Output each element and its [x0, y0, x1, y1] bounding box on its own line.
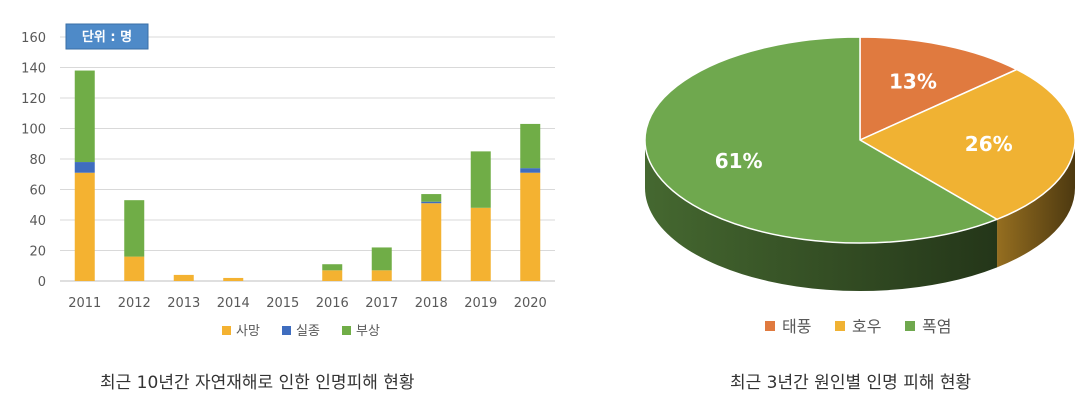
legend-label: 실종 [296, 324, 320, 339]
unit-badge: 단위 : 명 [65, 23, 149, 50]
y-tick-label: 0 [38, 275, 46, 290]
bar-segment [74, 162, 95, 173]
x-tick-label: 2017 [365, 296, 398, 311]
bar-segment [421, 203, 442, 281]
x-tick-label: 2015 [266, 296, 299, 311]
bar-segment [322, 264, 343, 271]
legend-label: 부상 [356, 324, 380, 339]
legend-label: 호우 [852, 317, 881, 336]
unit-badge-text: 단위 : 명 [82, 29, 132, 45]
bar-segment [520, 123, 541, 169]
x-tick-label: 2013 [167, 296, 200, 311]
pie-side-wall [645, 140, 998, 291]
pie-side-wall [997, 140, 1075, 268]
bar-segment [371, 247, 392, 271]
legend-swatch [835, 321, 845, 331]
bar-segment [520, 168, 541, 173]
x-tick-label: 2012 [118, 296, 151, 311]
pie-slice [859, 36, 1018, 141]
bar-segment [470, 151, 491, 208]
pie-chart-caption: 최근 3년간 원인별 인명 피해 현황 [730, 373, 972, 393]
y-tick-label: 40 [29, 214, 46, 229]
bar-segment [173, 274, 194, 281]
bar-segment [322, 270, 343, 281]
unit-badge-box [65, 23, 149, 50]
bar-segment [470, 207, 491, 281]
y-tick-label: 140 [21, 62, 46, 77]
y-tick-label: 100 [21, 123, 46, 138]
y-tick-label: 60 [29, 184, 46, 199]
x-tick-label: 2019 [464, 296, 497, 311]
legend-label: 폭염 [922, 317, 951, 336]
bar-segment [124, 256, 145, 281]
y-tick-label: 120 [21, 92, 46, 107]
x-tick-label: 2020 [514, 296, 547, 311]
bar-segment [371, 270, 392, 281]
bar-segment [74, 70, 95, 163]
x-tick-label: 2011 [68, 296, 101, 311]
pie-percent-label: 26% [965, 132, 1013, 156]
bar-segment [223, 277, 244, 281]
bar-segment [421, 201, 442, 204]
stacked-bar-chart: 0 20 40 60 80 100 120 140 160 2011 2012 2013 2014 201… [21, 23, 555, 339]
legend-swatch [282, 326, 291, 335]
bar-segment [520, 172, 541, 281]
bar-segment [74, 172, 95, 281]
x-tick-label: 2018 [415, 296, 448, 311]
pie-percent-label: 13% [889, 69, 937, 93]
legend-swatch [765, 321, 775, 331]
x-tick-label: 2014 [217, 296, 250, 311]
pie-percent-label: 61% [715, 149, 763, 173]
legend-swatch [342, 326, 351, 335]
pie-slice [859, 68, 1076, 221]
bar-chart-caption: 최근 10년간 자연재해로 인한 인명피해 현황 [100, 373, 415, 393]
y-tick-label: 80 [29, 153, 46, 168]
x-tick-label: 2016 [316, 296, 349, 311]
bar-segment [421, 194, 442, 202]
pie-slice [644, 36, 998, 244]
legend-label: 태풍 [782, 317, 811, 336]
y-tick-label: 160 [21, 31, 46, 46]
pie-chart-3d: 13% 26% 61% 태풍 호우 폭염 [644, 36, 1076, 336]
legend-swatch [222, 326, 231, 335]
bar-segment [124, 200, 145, 257]
legend-label: 사망 [236, 324, 260, 339]
legend-swatch [905, 321, 915, 331]
y-tick-label: 20 [29, 245, 46, 260]
